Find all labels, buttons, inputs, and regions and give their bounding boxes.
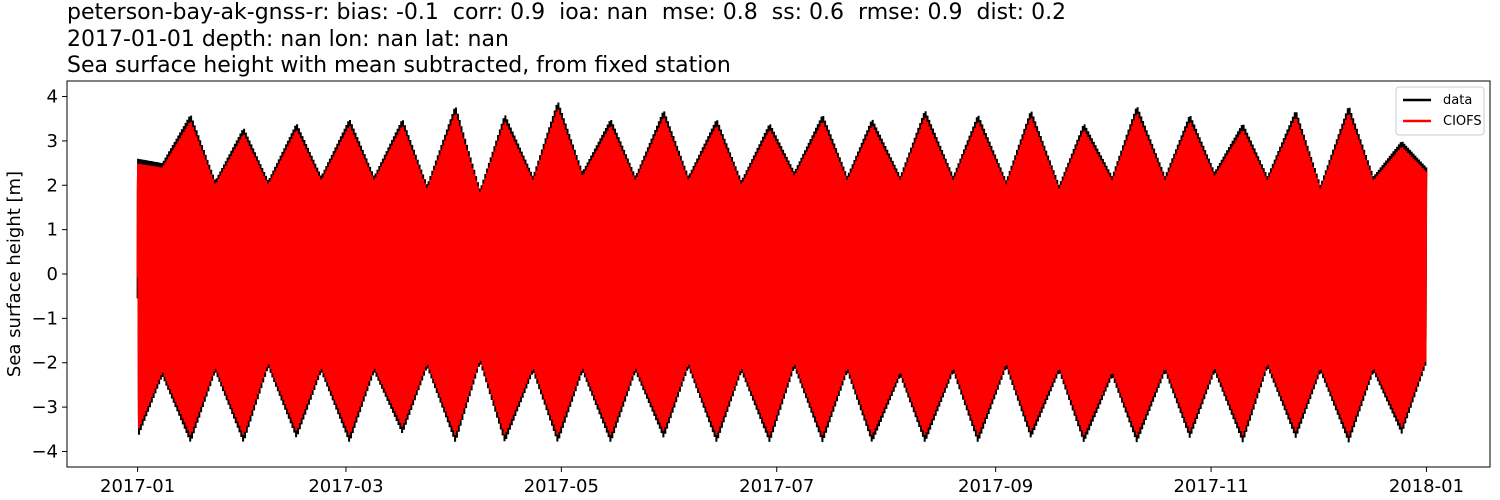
x-tick-label: 2017-09 <box>958 476 1033 497</box>
y-tick-label: −3 <box>31 397 58 418</box>
chart-title: peterson-bay-ak-gnss-r: bias: -0.1 corr:… <box>67 0 1066 80</box>
x-tick-label: 2017-01 <box>100 476 175 497</box>
title-line-3: Sea surface height with mean subtracted,… <box>67 53 731 78</box>
legend-label-data: data <box>1443 93 1472 108</box>
x-tick-label: 2018-01 <box>1389 476 1464 497</box>
y-tick-label: 0 <box>47 264 58 285</box>
y-axis-label: Sea surface height [m] <box>4 171 25 377</box>
y-tick-label: 2 <box>47 175 58 196</box>
y-tick-label: −2 <box>31 353 58 374</box>
x-tick-label: 2017-05 <box>524 476 599 497</box>
legend[interactable]: data CIOFS <box>1395 86 1485 136</box>
series-line-ciofs <box>136 109 1428 436</box>
y-tick-label: −4 <box>31 441 58 462</box>
x-axis: 2017-01 2017-03 2017-05 2017-07 2017-09 2017-… <box>100 467 1464 497</box>
title-line-1: peterson-bay-ak-gnss-r: bias: -0.1 corr:… <box>67 0 1067 25</box>
x-tick-label: 2017-07 <box>739 476 814 497</box>
x-tick-label: 2017-11 <box>1173 476 1248 497</box>
y-axis: −4 −3 −2 −1 0 1 2 3 4 <box>31 87 67 462</box>
y-tick-label: 4 <box>47 87 58 108</box>
x-tick-label: 2017-03 <box>308 476 383 497</box>
y-tick-label: 3 <box>47 131 58 152</box>
series-layer <box>136 102 1428 443</box>
title-line-2: 2017-01-01 depth: nan lon: nan lat: nan <box>67 26 509 52</box>
y-tick-label: −1 <box>31 308 58 329</box>
legend-label-ciofs: CIOFS <box>1443 114 1482 129</box>
y-tick-label: 1 <box>47 220 58 241</box>
